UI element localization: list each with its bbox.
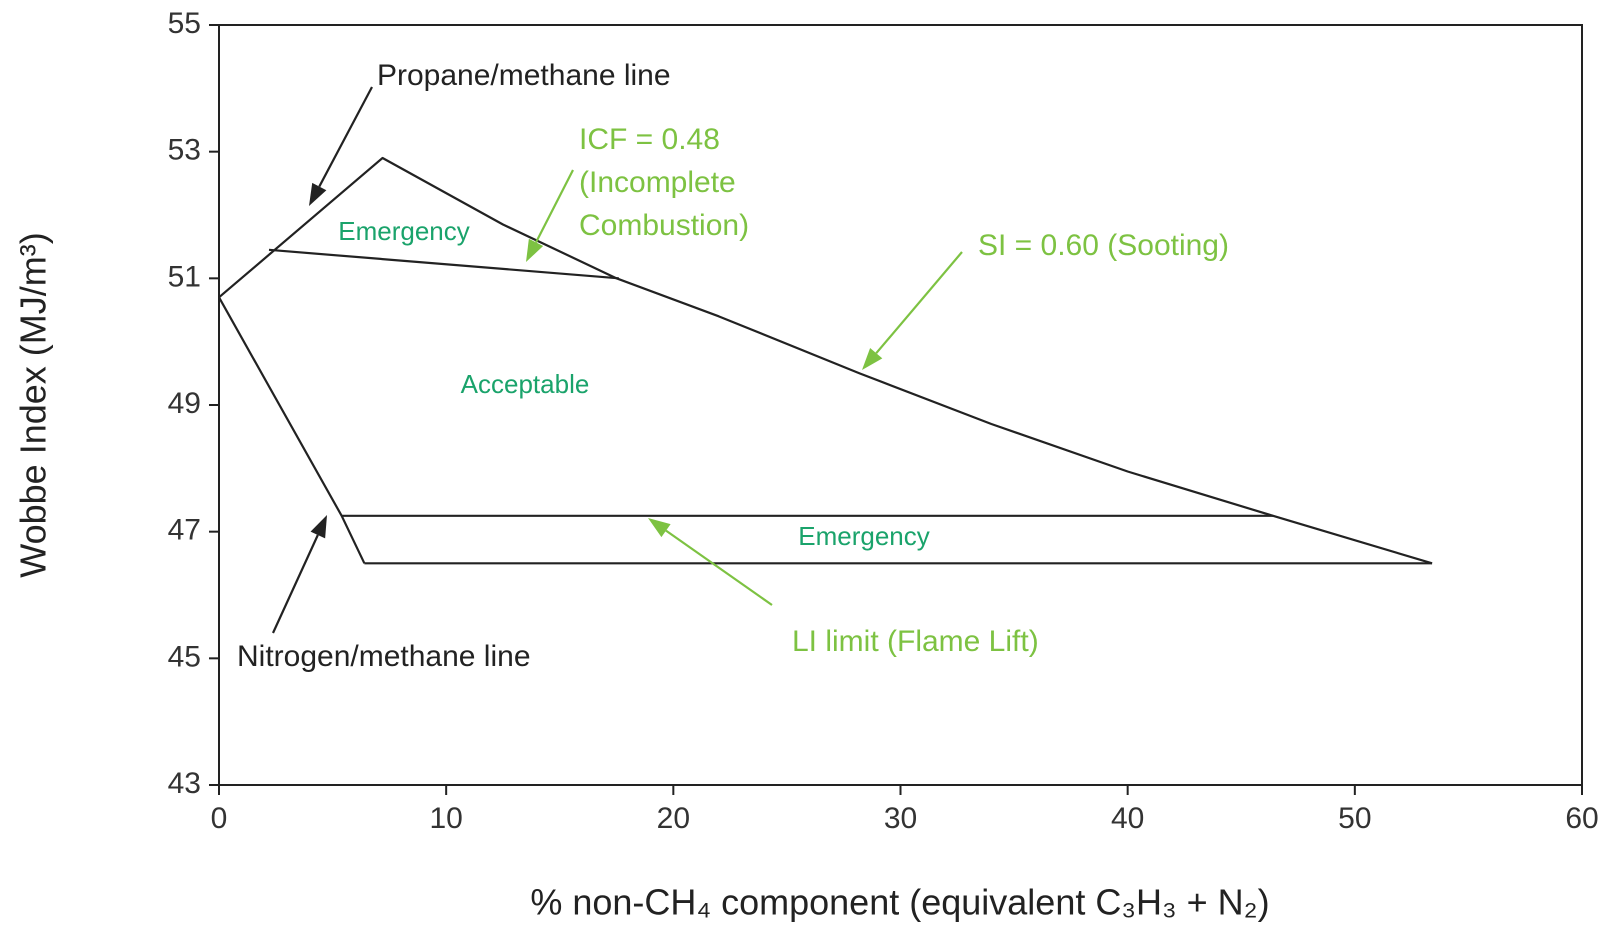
y-tick-label: 55	[168, 7, 201, 40]
annotation-arrow	[665, 529, 773, 606]
boundary-line	[218, 296, 366, 564]
x-tick-label: 60	[1565, 802, 1598, 835]
region-label: Emergency	[338, 216, 470, 246]
arrow-head	[526, 238, 544, 262]
x-tick-label: 20	[657, 802, 690, 835]
region-label: Emergency	[798, 521, 930, 551]
annotation: LI limit (Flame Lift)	[792, 625, 1039, 658]
boundary-line	[218, 156, 1433, 565]
y-tick-label: 53	[168, 134, 201, 167]
x-axis-label: % non-CH₄ component (equivalent C₃H₃ + N…	[530, 882, 1269, 923]
arrow-head	[310, 515, 327, 539]
annotation: (Incomplete	[579, 166, 736, 199]
annotation: SI = 0.60 (Sooting)	[978, 229, 1229, 262]
x-tick-label: 0	[211, 802, 228, 835]
y-tick-label: 51	[168, 260, 201, 293]
y-axis-label: Wobbe Index (MJ/m³)	[13, 232, 54, 577]
x-tick-label: 40	[1111, 802, 1144, 835]
y-tick-label: 45	[168, 640, 201, 673]
x-tick-label: 30	[884, 802, 917, 835]
y-tick-label: 49	[168, 387, 201, 420]
annotation: Propane/methane line	[377, 59, 671, 92]
boundary-line	[268, 248, 619, 280]
region-label: Acceptable	[461, 369, 590, 399]
y-tick-label: 43	[168, 767, 201, 800]
x-tick-label: 50	[1338, 802, 1371, 835]
arrow-head	[862, 348, 883, 370]
annotation-arrow	[318, 86, 373, 188]
arrow-head	[309, 182, 327, 206]
y-tick-label: 47	[168, 514, 201, 547]
annotation: Combustion)	[579, 209, 749, 242]
arrow-head	[648, 518, 671, 538]
annotation-arrow	[271, 534, 319, 634]
annotation-arrow	[875, 251, 963, 354]
annotation: Nitrogen/methane line	[237, 640, 531, 673]
annotation-arrow	[535, 169, 574, 243]
annotation: ICF = 0.48	[579, 123, 720, 156]
x-tick-label: 10	[429, 802, 462, 835]
